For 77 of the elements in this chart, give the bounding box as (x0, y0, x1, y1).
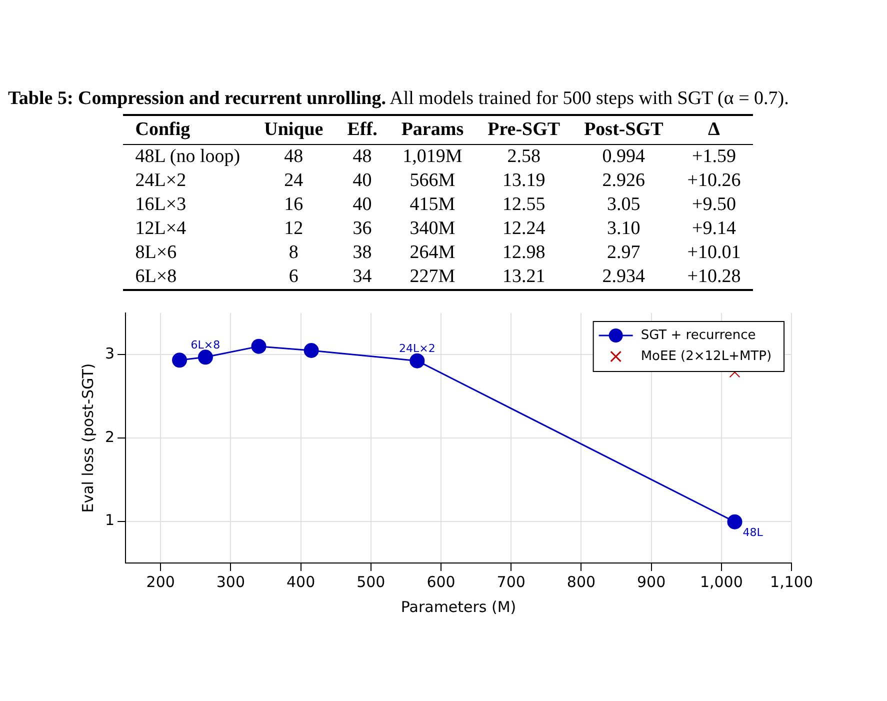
x-tick-label: 900 (637, 572, 666, 591)
point (727, 514, 742, 530)
text: 6 (288, 266, 298, 287)
text: 264M (410, 242, 456, 263)
point (172, 352, 188, 368)
category-label: Pre-SGT (486, 118, 562, 142)
text: 16L×3 (135, 194, 186, 215)
text: 34 (352, 266, 372, 287)
text: 16 (284, 194, 304, 215)
text: 13.19 (502, 170, 546, 191)
category-label: Unique (263, 118, 324, 142)
category-label: Params (400, 118, 465, 142)
text: 24 (284, 170, 304, 191)
text: 2.934 (602, 266, 646, 287)
x-tick-label: 500 (356, 572, 386, 591)
text: 3.05 (607, 194, 640, 215)
text: All models trained for 500 steps with SGT (α = 0.7). (390, 88, 789, 109)
text: 6L×8 (135, 266, 177, 287)
text: Table 5: Compression and recurrent unrolling. (8, 88, 386, 109)
text: +1.59 (692, 146, 736, 167)
category-label: Δ (707, 118, 721, 142)
text: 48 (284, 146, 304, 167)
category-label: Post-SGT (583, 118, 664, 142)
text: 8 (288, 242, 298, 263)
text: 13.21 (502, 266, 546, 287)
text: 2.58 (507, 146, 540, 167)
legend-label: SGT + recurrence (640, 328, 756, 343)
legend-label: MoEE (2×12L+MTP) (640, 348, 772, 364)
text: +9.14 (692, 218, 736, 239)
x-tick-label: 1,000 (700, 572, 743, 591)
text: +10.26 (687, 170, 741, 191)
point (410, 353, 425, 368)
x-tick-label: 200 (146, 572, 175, 591)
text: 38 (352, 242, 372, 263)
text: 0.994 (602, 146, 646, 167)
text: 12L×4 (135, 218, 186, 239)
x-tick-label: 300 (216, 572, 246, 591)
point (198, 350, 213, 365)
x-axis-title: Parameters (M) (400, 598, 516, 616)
text: 12 (284, 218, 304, 239)
text: 8L×6 (135, 242, 177, 263)
text: 36 (352, 218, 372, 239)
text: 1,019M (402, 146, 462, 167)
text: 3.10 (607, 218, 640, 239)
text: 48L (no loop) (135, 146, 240, 167)
text: 12.24 (502, 218, 546, 239)
text: 340M (410, 218, 456, 239)
y-tick-label: 1 (104, 511, 115, 530)
text: +9.50 (692, 194, 736, 215)
x-tick-label: 1,100 (770, 572, 814, 591)
category-label: Eff. (346, 118, 378, 142)
text: 566M (410, 170, 456, 191)
text: 48 (352, 146, 372, 167)
text: 24L×2 (135, 170, 186, 191)
text: 40 (352, 170, 372, 191)
text: 12.98 (502, 242, 546, 263)
y-tick-label: 2 (104, 428, 115, 446)
x-tick-label: 700 (496, 572, 526, 591)
x-tick-label: 600 (426, 572, 456, 591)
annotation: 6L×8 (190, 338, 220, 352)
y-tick-label: 3 (104, 344, 115, 363)
category-label: Config (134, 118, 192, 142)
point (251, 338, 266, 354)
text: 12.55 (502, 194, 546, 215)
text: 2.926 (602, 170, 646, 191)
text: 227M (410, 266, 456, 287)
x-tick-label: 800 (566, 572, 596, 591)
text: 2.97 (607, 242, 640, 263)
text: +10.28 (687, 266, 741, 287)
annotation: 48L (742, 526, 764, 540)
y-axis-title: Eval loss (post-SGT) (78, 363, 97, 513)
annotation: 24L×2 (399, 342, 436, 356)
text: 415M (410, 194, 456, 215)
x-tick-label: 400 (286, 572, 316, 591)
text: 40 (352, 194, 372, 215)
text: +10.01 (687, 242, 741, 263)
point (304, 343, 319, 358)
